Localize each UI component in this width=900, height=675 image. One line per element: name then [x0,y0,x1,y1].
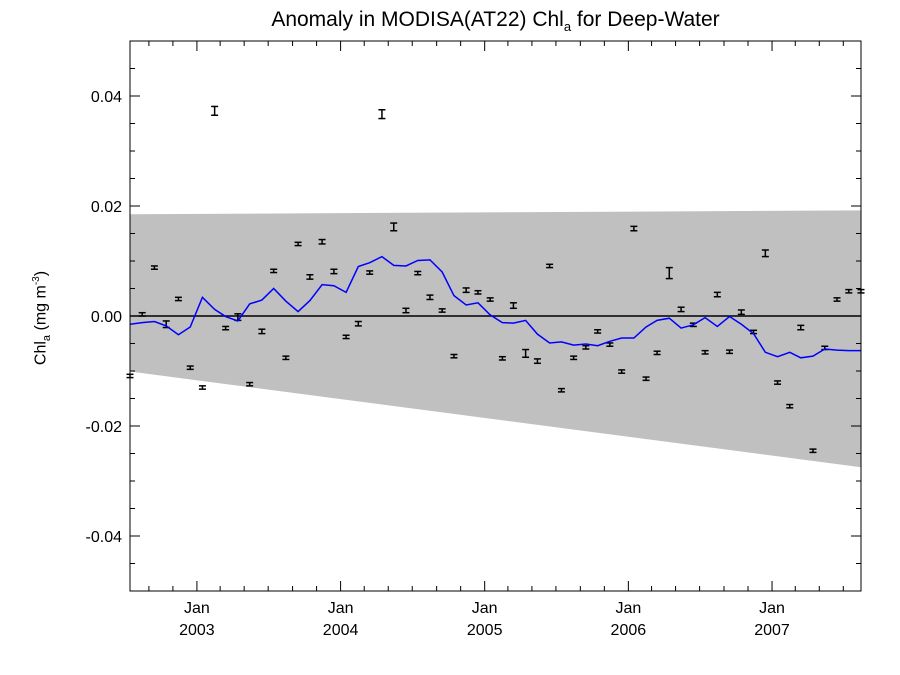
y-tick-label: 0.00 [91,309,122,326]
data-point [498,355,506,361]
plot-frame [129,40,862,592]
smoothed-series-line [129,255,861,359]
x-tick-label-month: Jan [328,600,354,617]
data-point [797,324,805,331]
x-tick-label-year: 2005 [467,622,503,639]
data-point [677,306,685,313]
data-point [246,381,254,387]
data-point [174,296,182,302]
data-point [630,225,638,232]
y-tick-label: -0.02 [86,419,123,436]
data-point [665,266,673,280]
data-point [737,309,745,316]
data-point [462,287,470,294]
data-point [653,350,661,356]
chart-title-suffix: for Deep-Water [571,8,720,31]
x-tick-label-year: 2003 [179,622,215,639]
data-point [450,353,458,359]
data-point [570,355,578,361]
data-point [726,349,734,355]
data-point [211,105,219,116]
data-point [258,328,266,335]
data-point [414,270,422,276]
y-tick-label: -0.04 [86,529,123,546]
data-point [366,270,374,275]
data-point [402,307,410,314]
y-axis-ticks: -0.04 -0.02 0.00 0.02 0.04 [86,40,861,592]
x-tick-label-year: 2004 [323,622,359,639]
data-point [294,241,302,247]
data-point [222,325,230,331]
data-point [786,403,794,409]
data-point [509,302,517,310]
data-point [761,249,769,258]
data-point [282,355,290,361]
data-point [330,268,338,275]
x-axis-ticks: Jan 2003 Jan 2004 Jan 2005 Jan 2006 Jan 2007 [148,41,844,639]
data-point [533,358,541,365]
data-point [594,329,602,334]
data-point [522,348,530,358]
data-point [306,274,314,280]
data-point [390,222,398,232]
x-tick-label-month: Jan [184,600,210,617]
y-tick-label: 0.04 [91,89,122,106]
data-point [642,376,650,382]
data-point [354,320,362,327]
x-tick-label-year: 2007 [754,622,790,639]
data-point [474,289,482,295]
chart-title-subscript: a [563,19,572,35]
data-point [713,291,721,298]
data-point [438,308,446,313]
x-tick-label-month: Jan [615,600,641,617]
data-point [618,369,626,374]
data-point [833,297,841,302]
x-tick-label-month: Jan [759,600,785,617]
chart-title-prefix: Anomaly in MODISA(AT22) Chl [271,8,564,31]
y-tick-label: 0.02 [91,199,122,216]
data-point [486,297,494,302]
data-point [774,380,782,385]
data-point [809,448,817,454]
data-point [606,342,614,347]
data-point [186,365,194,371]
data-point [845,288,853,294]
data-point [342,334,350,340]
confidence-band [130,210,861,468]
data-point [198,385,206,390]
chart-title: Anomaly in MODISA(AT22) Chla for Deep-Wa… [130,8,861,34]
data-points [126,105,865,454]
data-point [701,349,709,355]
data-point [557,387,565,393]
x-tick-label-month: Jan [472,600,498,617]
data-point [150,265,158,270]
data-point [318,238,326,245]
data-point [378,109,386,120]
data-point [426,294,434,301]
data-point [582,344,590,350]
data-point [270,268,278,274]
x-tick-label-year: 2006 [611,622,647,639]
data-point [546,263,554,269]
